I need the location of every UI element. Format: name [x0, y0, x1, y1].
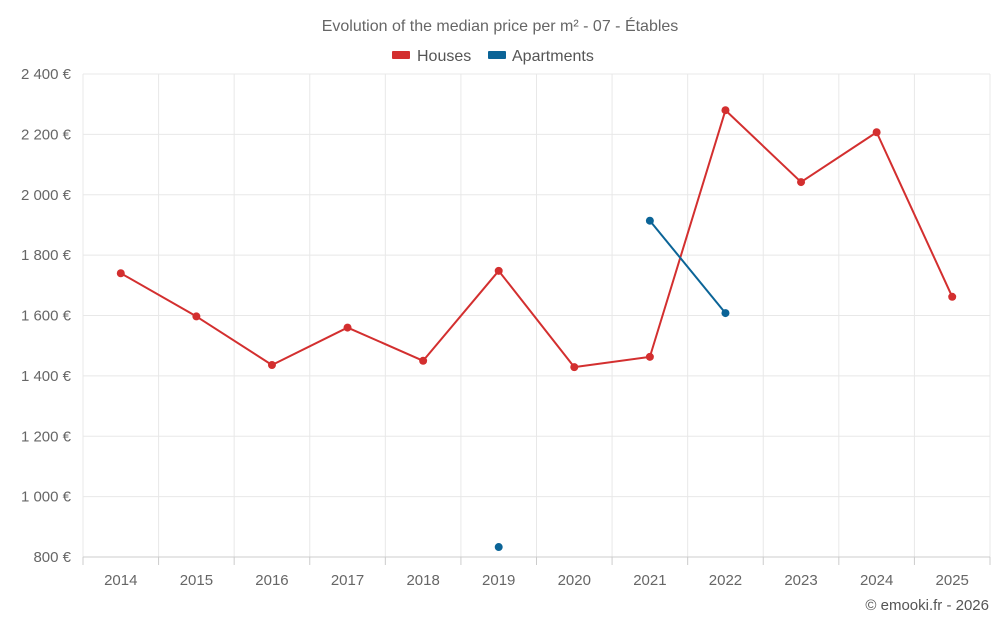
- data-point-houses[interactable]: [570, 363, 579, 372]
- x-tick-label: 2020: [558, 572, 591, 589]
- series-houses: [116, 106, 957, 372]
- data-point-houses[interactable]: [797, 178, 806, 187]
- data-point-houses[interactable]: [343, 323, 352, 332]
- x-tick-label: 2022: [709, 572, 742, 589]
- y-tick-label: 1 000 €: [21, 489, 72, 506]
- legend-label-houses: Houses: [417, 48, 471, 65]
- data-point-houses[interactable]: [645, 352, 654, 361]
- series-line-houses: [120, 109, 954, 369]
- x-tick-label: 2019: [482, 572, 515, 589]
- data-point-houses[interactable]: [192, 312, 201, 321]
- data-point-apartments[interactable]: [645, 216, 654, 225]
- x-axis: 2014 2015 2016 2017 2018 2019 2020 2021 2022 2023…: [82, 557, 991, 589]
- x-tick-label: 2018: [406, 572, 439, 589]
- legend-swatch-houses: [392, 51, 410, 59]
- series-layer: [116, 106, 957, 552]
- y-tick-label: 2 400 €: [21, 66, 72, 83]
- credit-text: © emooki.fr - 2026: [865, 597, 989, 614]
- y-tick-label: 1 800 €: [21, 247, 72, 264]
- y-tick-label: 2 200 €: [21, 126, 72, 143]
- data-point-houses[interactable]: [267, 361, 276, 370]
- y-tick-label: 800 €: [33, 549, 71, 566]
- y-tick-label: 1 600 €: [21, 308, 72, 325]
- chart-title: Evolution of the median price per m² - 0…: [322, 16, 679, 35]
- data-point-houses[interactable]: [721, 106, 730, 115]
- x-tick-label: 2024: [860, 572, 893, 589]
- y-axis: 800 € 1 000 € 1 200 € 1 400 € 1 600 € 1 800 €…: [21, 66, 72, 566]
- legend-swatch-apartments: [488, 51, 506, 59]
- x-tick-label: 2015: [180, 572, 213, 589]
- data-point-houses[interactable]: [494, 266, 503, 275]
- x-tick-label: 2017: [331, 572, 364, 589]
- data-point-houses[interactable]: [948, 292, 957, 301]
- legend-item-apartments[interactable]: Apartments: [488, 48, 594, 65]
- x-tick-label: 2023: [784, 572, 817, 589]
- y-tick-label: 1 400 €: [21, 368, 72, 385]
- x-tick-label: 2016: [255, 572, 288, 589]
- x-tick-label: 2014: [104, 572, 137, 589]
- data-point-houses[interactable]: [419, 356, 428, 365]
- legend-label-apartments: Apartments: [512, 48, 594, 65]
- data-point-houses[interactable]: [872, 128, 881, 137]
- legend: Houses Apartments: [392, 48, 594, 65]
- y-tick-label: 2 000 €: [21, 187, 72, 204]
- x-tick-label: 2025: [936, 572, 969, 589]
- x-tick-label: 2021: [633, 572, 666, 589]
- data-point-houses[interactable]: [116, 269, 125, 278]
- data-point-apartments[interactable]: [494, 543, 503, 552]
- series-apartments: [494, 216, 730, 552]
- series-line-apartments: [649, 220, 727, 314]
- data-point-apartments[interactable]: [721, 309, 730, 318]
- legend-item-houses[interactable]: Houses: [392, 48, 471, 65]
- y-tick-label: 1 200 €: [21, 428, 72, 445]
